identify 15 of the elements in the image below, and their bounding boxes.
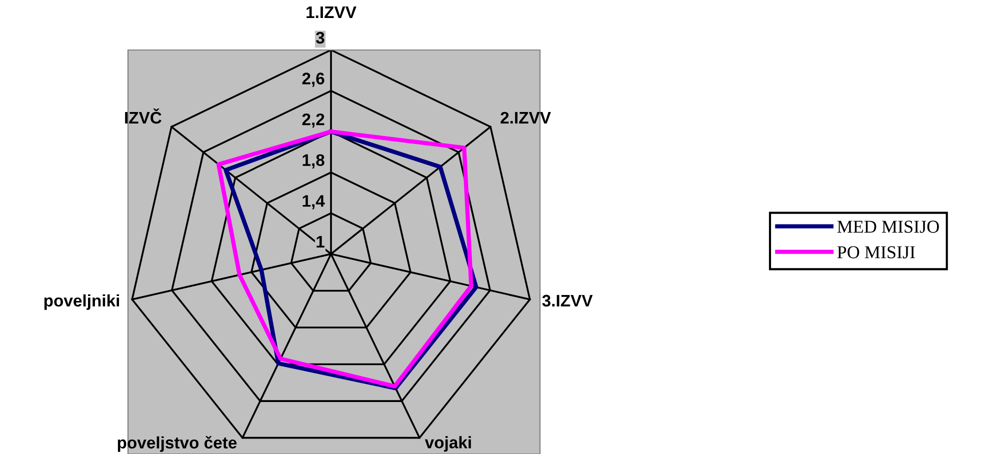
legend-label: PO MISIJI — [837, 246, 915, 258]
spoke-label: 3.IZVV — [542, 294, 593, 307]
legend-label: MED MISIJO — [837, 220, 939, 233]
y-tick-label: 1,8 — [302, 154, 324, 168]
y-tick-label: 2,2 — [302, 113, 324, 128]
spoke-label: vojaki — [424, 436, 471, 452]
spoke-label: IZVČ — [125, 108, 162, 124]
y-tick-label: 3 — [316, 32, 324, 44]
y-tick-label: 1,4 — [302, 195, 325, 210]
y-tick-label: 2,6 — [302, 72, 324, 87]
spoke-label: 2.IZVV — [500, 112, 551, 124]
spoke-label: poveljniki — [44, 294, 120, 310]
y-tick-label: 1 — [316, 236, 324, 248]
spoke-label: 1.IZVV — [306, 6, 356, 18]
spoke-label: poveljstvo čete — [118, 436, 237, 452]
